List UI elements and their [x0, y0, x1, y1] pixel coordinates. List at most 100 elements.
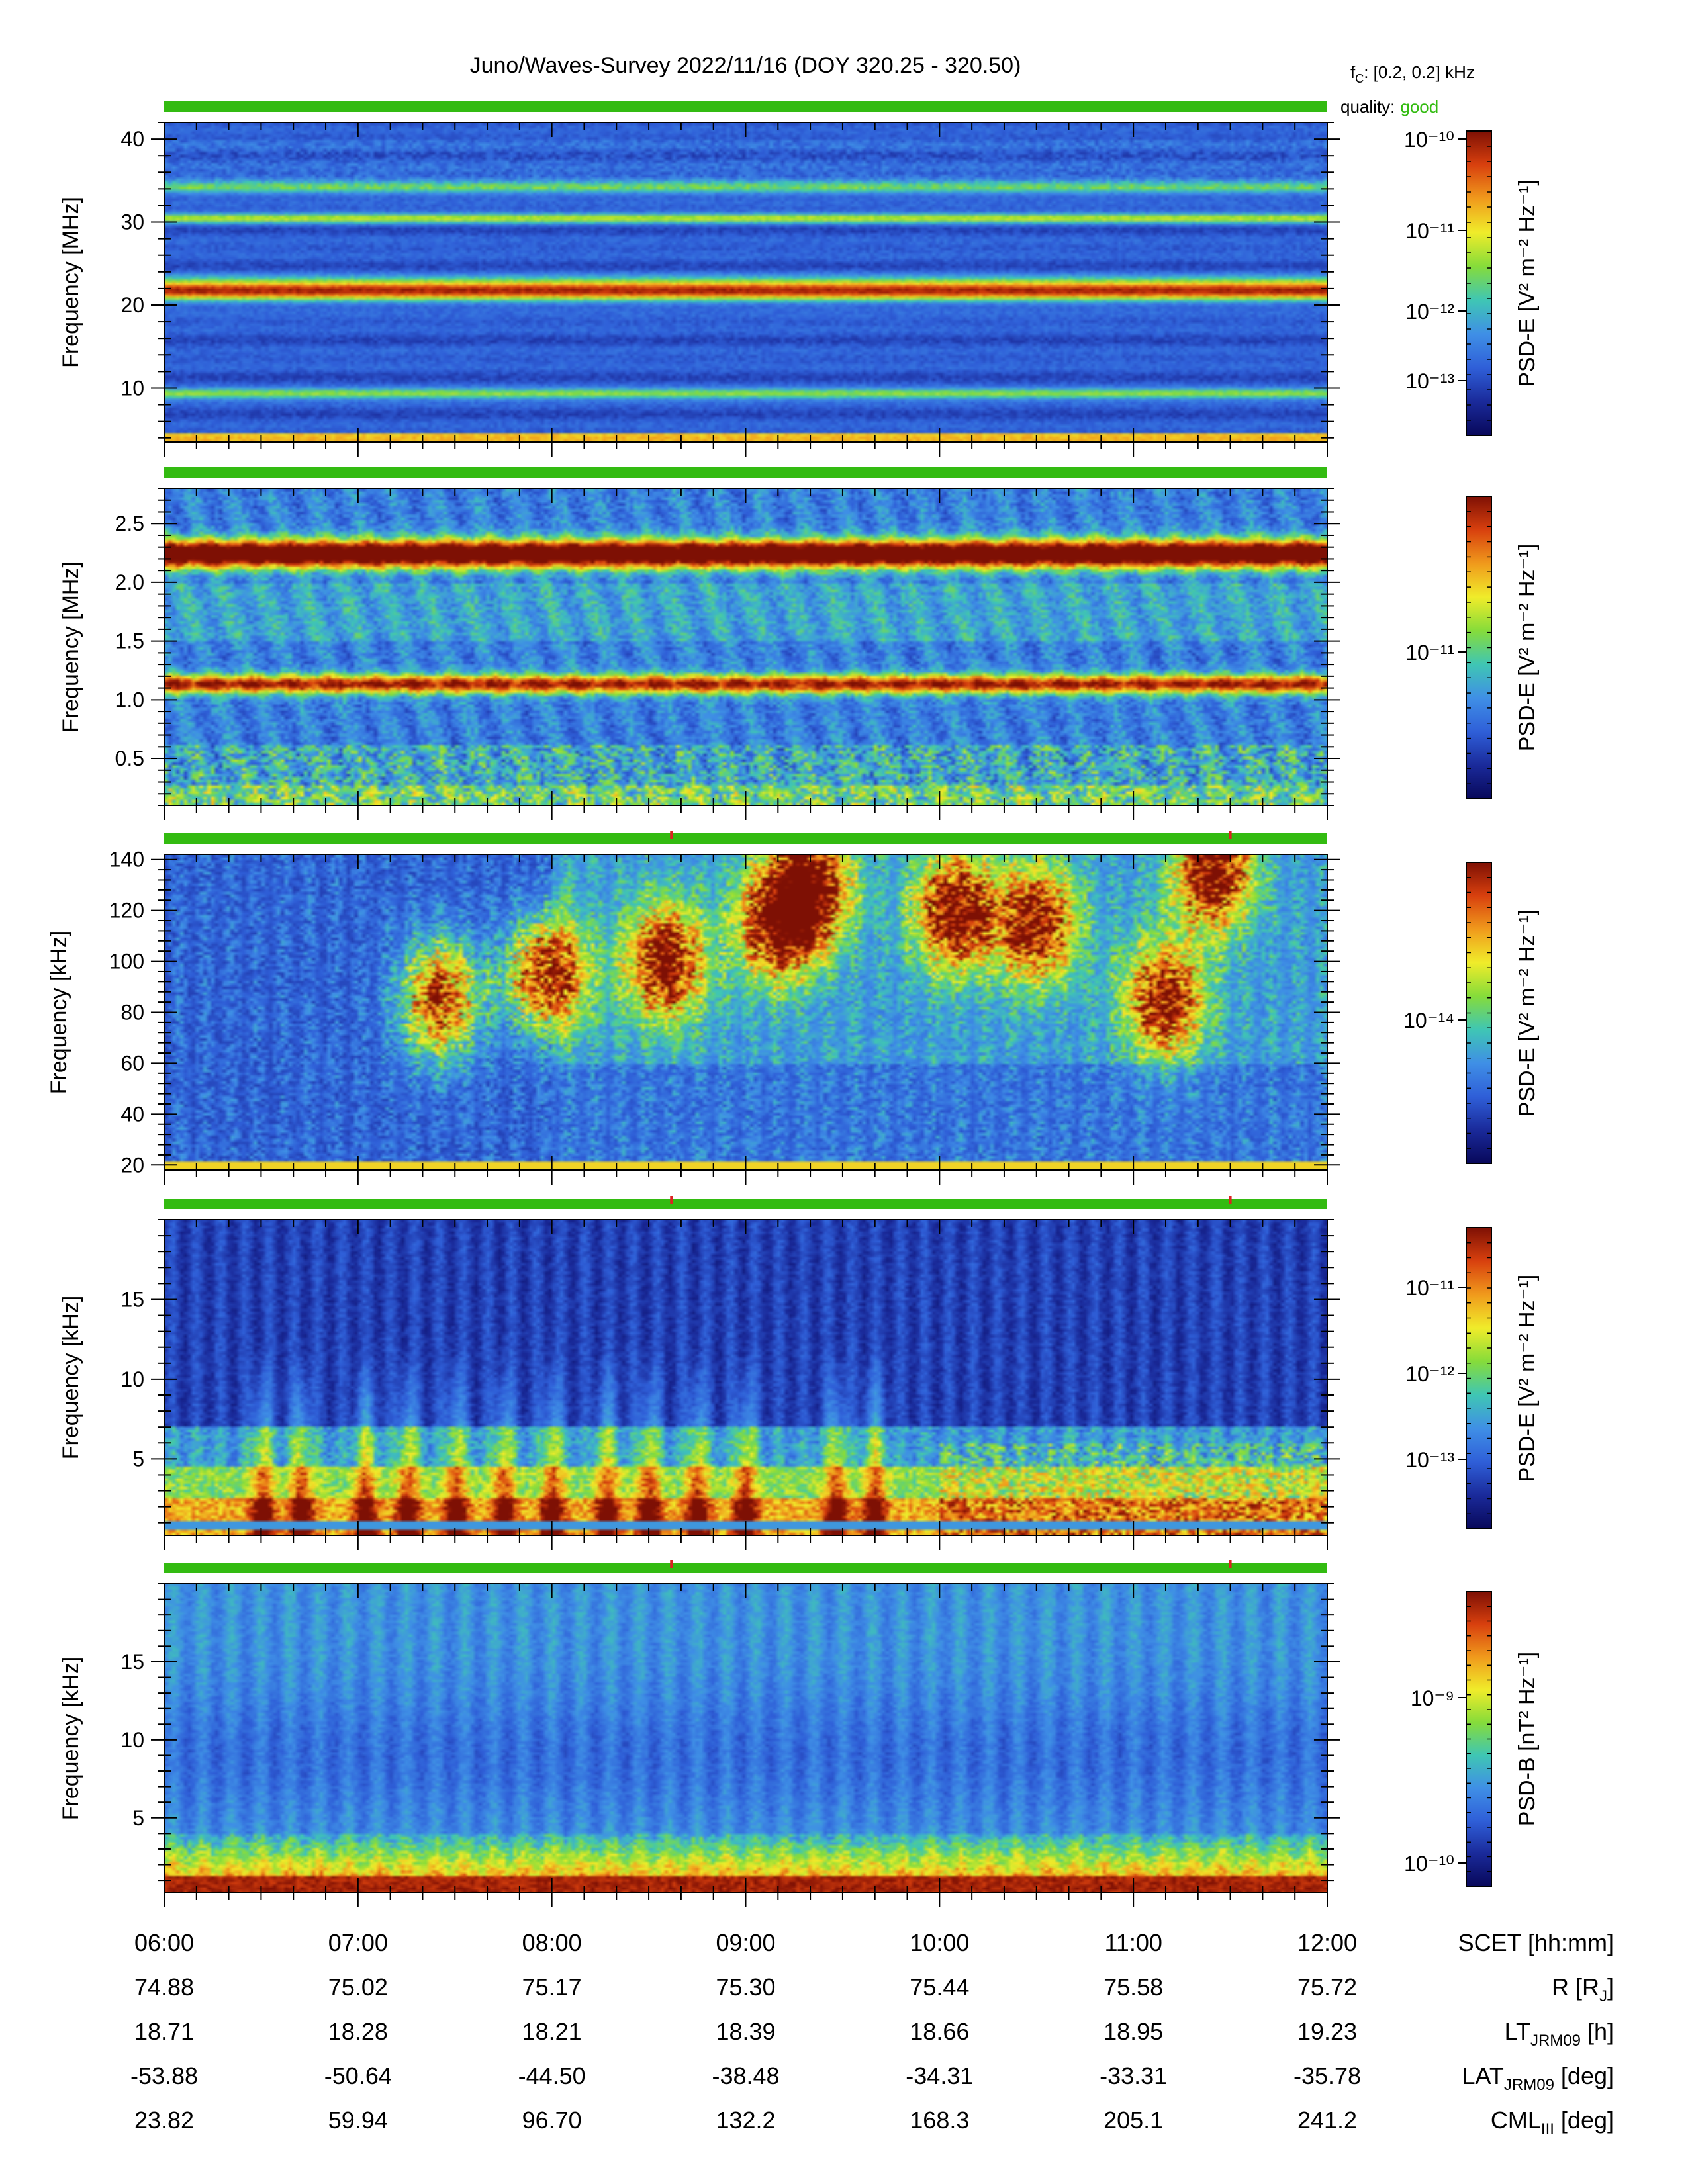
quality-flag-mark [1229, 831, 1232, 839]
y-tick-label: 5 [132, 1447, 144, 1471]
panel-4: 5 10 15 Frequency [kHz] 10⁻¹¹ 10⁻¹² 10⁻¹³ PSD-E… [58, 1196, 1540, 1550]
colorbar: 10⁻⁹ 10⁻¹⁰ PSD-B [nT² Hz⁻¹] [1404, 1591, 1540, 1887]
y-axis-label: Frequency [kHz] [46, 931, 71, 1095]
quality-bar [164, 467, 1327, 478]
ephemeris-value: 168.3 [910, 2107, 969, 2134]
y-tick-label: 10 [120, 1728, 144, 1752]
ephemeris-value: 07:00 [328, 1929, 388, 1956]
ephemeris-value: 18.71 [134, 2018, 194, 2045]
quality-bar [164, 1563, 1327, 1573]
ephemeris-value: -44.50 [518, 2062, 586, 2089]
y-tick-label: 5 [132, 1806, 144, 1830]
ephemeris-value: 18.21 [522, 2018, 582, 2045]
ephemeris-value: 06:00 [134, 1929, 194, 1956]
quality-text: quality: good [1340, 97, 1438, 116]
ephemeris-value: 12:00 [1297, 1929, 1357, 1956]
y-tick-label: 100 [109, 950, 144, 974]
colorbar-tick-label: 10⁻¹¹ [1405, 219, 1454, 243]
ephemeris-value: 75.30 [716, 1974, 775, 2001]
panel-3: 20 40 60 80 100 120 140 Frequency [kHz] 10⁻¹⁴ PSD… [46, 831, 1540, 1185]
colorbar-label: PSD-E [V² m⁻² Hz⁻¹] [1515, 544, 1540, 752]
ephemeris-row: 18.71 18.28 18.21 18.39 18.66 18.95 19.23 LTJRM… [134, 2018, 1614, 2050]
colorbar-tick-label: 10⁻¹¹ [1405, 1276, 1454, 1300]
ephemeris-value: 75.58 [1103, 1974, 1163, 2001]
ephemeris-value: 75.02 [328, 1974, 388, 2001]
cutoff-frequency-text: fC: [0.2, 0.2] kHz [1350, 62, 1475, 85]
quality-bar [164, 101, 1327, 112]
y-axis-label: Frequency [MHz] [58, 197, 83, 368]
ephemeris-value: 59.94 [328, 2107, 388, 2134]
ephemeris-value: 18.66 [910, 2018, 969, 2045]
colorbar-tick-label: 10⁻¹² [1405, 300, 1454, 324]
quality-flag-mark [1229, 1560, 1232, 1568]
colorbar-tick-label: 10⁻¹² [1405, 1362, 1454, 1386]
y-tick-label: 30 [120, 210, 144, 234]
ephemeris-value: 75.72 [1297, 1974, 1357, 2001]
y-axis-label: Frequency [kHz] [58, 1296, 83, 1460]
colorbar: 10⁻¹¹ 10⁻¹² 10⁻¹³ PSD-E [V² m⁻² Hz⁻¹] [1405, 1227, 1540, 1529]
ephemeris-row: 06:00 07:00 08:00 09:00 10:00 11:00 12:00 SCET … [134, 1929, 1614, 1956]
quality-flag-mark [670, 831, 673, 839]
ephemeris-value: 75.44 [910, 1974, 969, 2001]
y-tick-label: 40 [120, 1102, 144, 1126]
ephemeris-value: -34.31 [906, 2062, 973, 2089]
colorbar-label: PSD-B [nT² Hz⁻¹] [1515, 1652, 1540, 1827]
ephemeris-value: 75.17 [522, 1974, 582, 2001]
spectrogram-image [164, 1220, 1327, 1535]
ephemeris-value: 10:00 [910, 1929, 969, 1956]
y-tick-label: 15 [120, 1287, 144, 1311]
panel-5: 5 10 15 Frequency [kHz] 10⁻⁹ 10⁻¹⁰ PSD-B [nT² … [58, 1560, 1540, 1907]
quality-flag-mark [670, 1560, 673, 1568]
ephemeris-value: 09:00 [716, 1929, 775, 1956]
ephemeris-row-label: SCET [hh:mm] [1458, 1929, 1614, 1956]
spectrogram-image [164, 854, 1327, 1170]
ephemeris-value: 11:00 [1104, 1929, 1162, 1956]
y-tick-label: 15 [120, 1650, 144, 1674]
ephemeris-row-label: LTJRM09 [h] [1505, 2018, 1614, 2050]
ephemeris-value: 08:00 [522, 1929, 582, 1956]
y-tick-label: 40 [120, 127, 144, 151]
y-tick-label: 0.5 [115, 747, 144, 770]
ephemeris-value: -33.31 [1100, 2062, 1167, 2089]
colorbar-tick-label: 10⁻¹¹ [1405, 641, 1454, 664]
y-tick-label: 20 [120, 293, 144, 317]
y-tick-label: 1.0 [115, 688, 144, 711]
quality-bar [164, 1199, 1327, 1209]
y-axis-label: Frequency [kHz] [58, 1657, 83, 1821]
ephemeris-row: -53.88 -50.64 -44.50 -38.48 -34.31 -33.31 -35.… [130, 2062, 1614, 2094]
colorbar: 10⁻¹¹ PSD-E [V² m⁻² Hz⁻¹] [1405, 496, 1540, 799]
y-tick-label: 140 [109, 848, 144, 872]
ephemeris-value: -53.88 [130, 2062, 198, 2089]
colorbar-tick-label: 10⁻¹⁰ [1404, 128, 1454, 152]
y-tick-label: 80 [120, 1001, 144, 1024]
ephemeris-row: 23.82 59.94 96.70 132.2 168.3 205.1 241.2 CMLII… [134, 2107, 1614, 2138]
ephemeris-row-label: R [RJ] [1552, 1974, 1614, 2005]
ephemeris-value: 205.1 [1103, 2107, 1163, 2134]
ephemeris-row-label: CMLIII [deg] [1491, 2107, 1614, 2138]
y-axis-label: Frequency [MHz] [58, 561, 83, 733]
colorbar-tick-label: 10⁻⁹ [1411, 1686, 1454, 1710]
colorbar: 10⁻¹⁴ PSD-E [V² m⁻² Hz⁻¹] [1403, 862, 1540, 1164]
colorbar-tick-label: 10⁻¹⁰ [1404, 1852, 1454, 1876]
y-tick-label: 2.5 [115, 512, 144, 535]
ephemeris-value: -38.48 [712, 2062, 779, 2089]
spectrogram-image [164, 488, 1327, 805]
y-tick-label: 1.5 [115, 629, 144, 653]
y-tick-label: 60 [120, 1051, 144, 1075]
figure-title: Juno/Waves-Survey 2022/11/16 (DOY 320.25… [470, 53, 1021, 78]
ephemeris-table: 06:00 07:00 08:00 09:00 10:00 11:00 12:00 SCET … [130, 1929, 1614, 2138]
y-tick-label: 2.0 [115, 570, 144, 594]
ephemeris-value: 18.39 [716, 2018, 775, 2045]
spectrogram-image [164, 1584, 1327, 1893]
ephemeris-value: 23.82 [134, 2107, 194, 2134]
quality-bar [164, 833, 1327, 844]
quality-flag-mark [1229, 1196, 1232, 1204]
colorbar: 10⁻¹⁰ 10⁻¹¹ 10⁻¹² 10⁻¹³ PSD-E [V² m⁻² Hz⁻¹] [1404, 128, 1540, 436]
y-tick-label: 120 [109, 899, 144, 923]
quality-flag-mark [670, 1196, 673, 1204]
ephemeris-value: 74.88 [134, 1974, 194, 2001]
colorbar-tick-label: 10⁻¹³ [1405, 1448, 1454, 1472]
y-tick-label: 10 [120, 376, 144, 400]
